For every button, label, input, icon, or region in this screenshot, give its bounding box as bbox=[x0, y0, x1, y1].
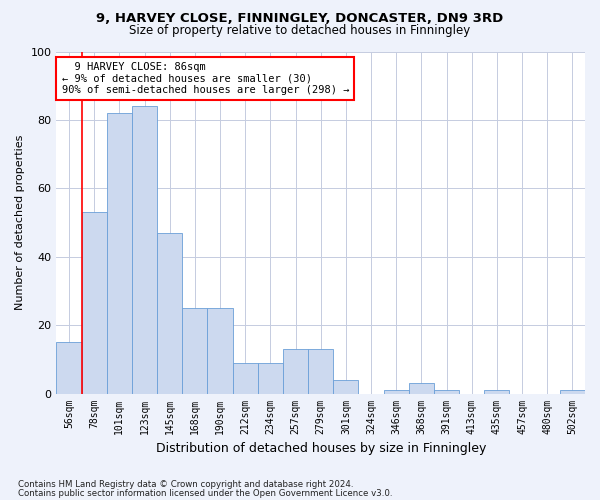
Bar bbox=[107, 113, 132, 394]
Y-axis label: Number of detached properties: Number of detached properties bbox=[15, 135, 25, 310]
Bar bbox=[333, 380, 358, 394]
Bar bbox=[208, 308, 233, 394]
Text: Size of property relative to detached houses in Finningley: Size of property relative to detached ho… bbox=[130, 24, 470, 37]
Text: 9, HARVEY CLOSE, FINNINGLEY, DONCASTER, DN9 3RD: 9, HARVEY CLOSE, FINNINGLEY, DONCASTER, … bbox=[97, 12, 503, 26]
Bar bbox=[308, 349, 333, 394]
Bar bbox=[409, 384, 434, 394]
Bar bbox=[182, 308, 208, 394]
Bar bbox=[56, 342, 82, 394]
Bar bbox=[132, 106, 157, 394]
Bar bbox=[157, 233, 182, 394]
Text: Contains public sector information licensed under the Open Government Licence v3: Contains public sector information licen… bbox=[18, 489, 392, 498]
Bar bbox=[233, 363, 258, 394]
Bar bbox=[82, 212, 107, 394]
Text: 9 HARVEY CLOSE: 86sqm
← 9% of detached houses are smaller (30)
90% of semi-detac: 9 HARVEY CLOSE: 86sqm ← 9% of detached h… bbox=[62, 62, 349, 95]
Bar bbox=[560, 390, 585, 394]
Bar bbox=[484, 390, 509, 394]
X-axis label: Distribution of detached houses by size in Finningley: Distribution of detached houses by size … bbox=[155, 442, 486, 455]
Bar bbox=[434, 390, 459, 394]
Text: Contains HM Land Registry data © Crown copyright and database right 2024.: Contains HM Land Registry data © Crown c… bbox=[18, 480, 353, 489]
Bar bbox=[383, 390, 409, 394]
Bar bbox=[258, 363, 283, 394]
Bar bbox=[283, 349, 308, 394]
